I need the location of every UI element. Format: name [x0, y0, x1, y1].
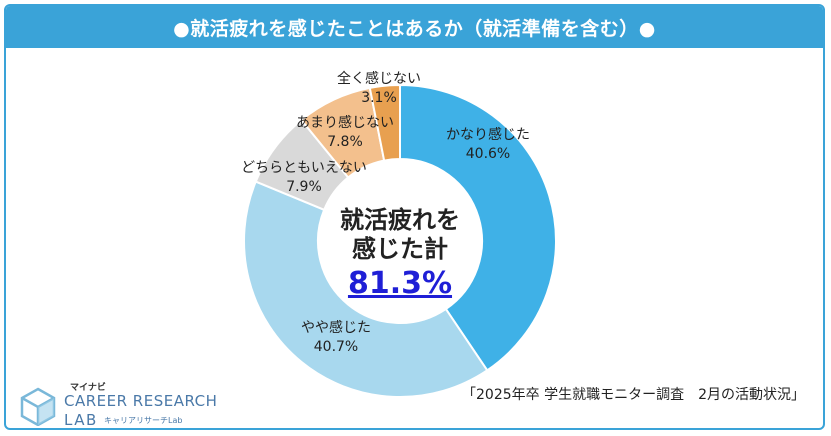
source-note: 「2025年卒 学生就職モニター調査 2月の活動状況」 [462, 387, 805, 403]
logo-mynavi-text: マイナビ [70, 383, 106, 393]
slice-value-5: 3.1% [361, 90, 397, 106]
cube-logo-icon [20, 387, 56, 426]
slice-value-3: 7.9% [286, 179, 322, 195]
slice-label-1: かなり感じた [446, 126, 530, 143]
slice-5 [368, 83, 401, 162]
center-total: 81.3% [348, 266, 452, 301]
chart-title: ●就活疲れを感じたことはあるか（就活準備を含む）● [6, 6, 823, 48]
logo-lab-text: LAB [64, 411, 98, 429]
center-label-line2: 感じた計 [352, 235, 448, 263]
career-research-lab-logo: マイナビ CAREER RESEARCH LAB キャリアリサーチLab [18, 380, 218, 429]
center-label-line1: 就活疲れを [340, 206, 460, 234]
slice-value-4: 7.8% [327, 134, 363, 150]
slice-value-1: 40.6% [466, 146, 510, 162]
slice-label-4: あまり感じない [296, 114, 394, 131]
slice-value-2: 40.7% [314, 339, 358, 355]
chart-frame: ●就活疲れを感じたことはあるか（就活準備を含む）● かなり感じた 40.6% やや感… [4, 4, 825, 430]
donut-chart: かなり感じた 40.6% やや感じた 40.7% どちらともいえない 7.9% あまり感じな… [241, 70, 557, 398]
slice-label-2: やや感じた [301, 319, 371, 336]
slice-label-5: 全く感じない [337, 70, 421, 87]
slice-2 [243, 180, 489, 398]
slice-1 [399, 83, 557, 372]
logo-sub-text: キャリアリサーチLab [104, 416, 183, 425]
slice-label-3: どちらともいえない [241, 160, 367, 176]
logo-career-text: CAREER RESEARCH [64, 392, 218, 410]
